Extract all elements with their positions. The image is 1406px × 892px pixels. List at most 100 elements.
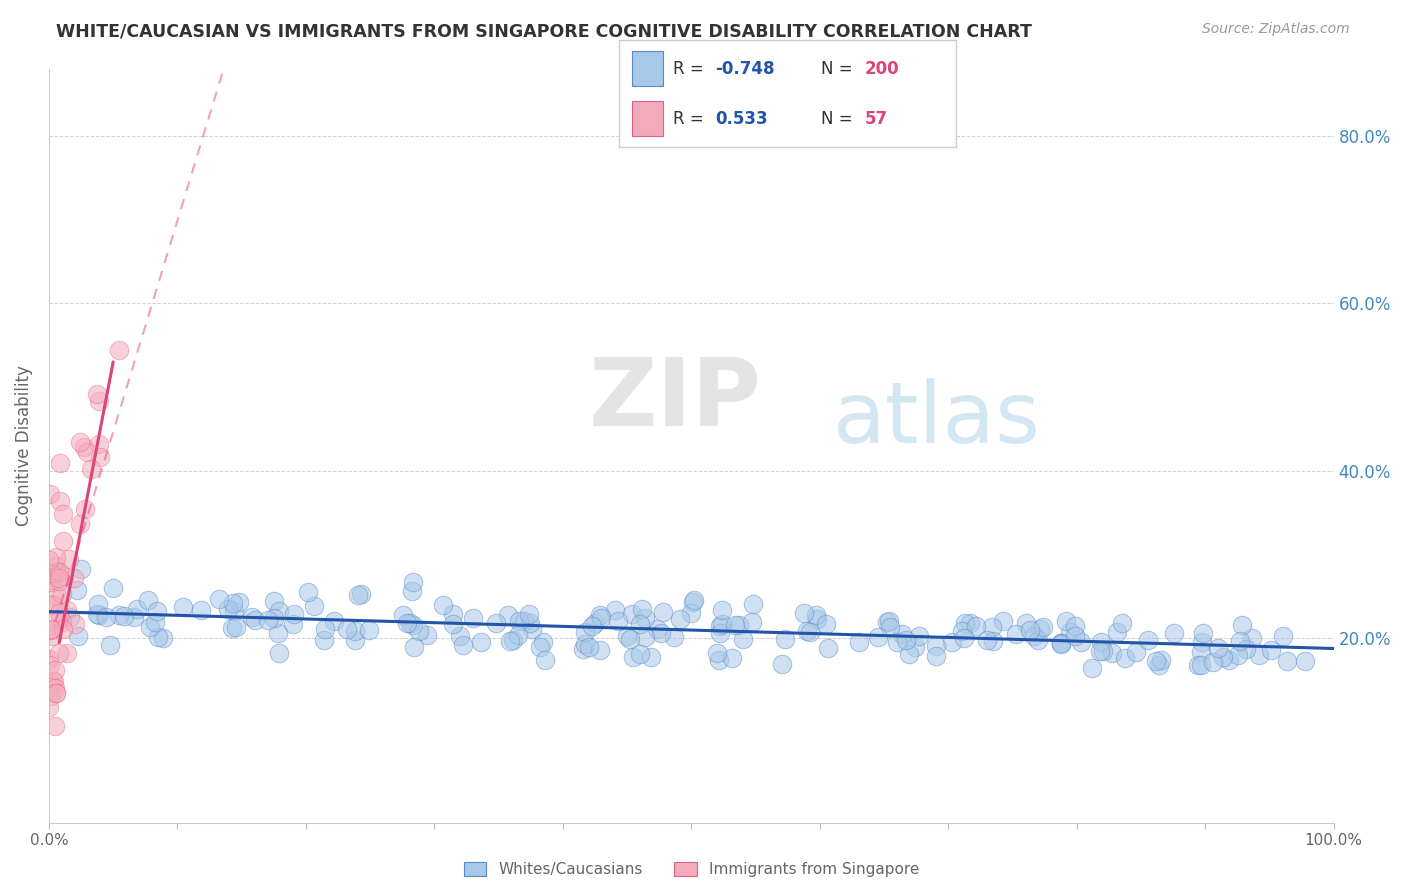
Point [39, 623, 62, 637]
Point [56, 646, 79, 660]
Point [804, 607, 827, 622]
Point [58, 552, 80, 566]
Point [886, 635, 908, 649]
Point [42, 599, 65, 613]
Point [44, 719, 66, 733]
Point [89, 450, 111, 464]
Point [1218, 653, 1240, 667]
Point [1163, 625, 1185, 640]
Text: ZIP: ZIP [589, 354, 762, 446]
Point [240, 609, 263, 624]
Point [1187, 657, 1209, 672]
Point [508, 614, 530, 628]
Point [39, 566, 62, 580]
Text: N =: N = [821, 60, 858, 78]
Point [1189, 645, 1212, 659]
Point [87, 597, 110, 611]
Point [52, 507, 75, 521]
Point [207, 591, 229, 606]
Point [152, 632, 174, 646]
Point [38, 652, 60, 666]
Point [283, 607, 305, 621]
Point [499, 634, 522, 648]
Point [267, 625, 290, 640]
Point [1049, 635, 1071, 649]
Point [80, 462, 103, 476]
Point [773, 632, 796, 647]
Point [711, 603, 734, 617]
Point [1005, 626, 1028, 640]
Point [1111, 616, 1133, 631]
Point [76, 445, 98, 459]
Point [496, 608, 519, 623]
Point [640, 649, 662, 664]
Point [506, 628, 529, 642]
Point [402, 640, 425, 654]
Point [243, 613, 266, 627]
Point [41, 574, 63, 589]
Point [1229, 634, 1251, 648]
Point [721, 651, 744, 665]
Point [38, 553, 60, 567]
Point [416, 628, 439, 642]
Point [607, 614, 630, 628]
Point [73, 502, 96, 516]
Point [98, 639, 121, 653]
Point [44, 681, 66, 695]
Point [1114, 651, 1136, 665]
Point [1191, 635, 1213, 649]
Point [650, 625, 672, 640]
Point [470, 635, 492, 649]
Point [39, 598, 62, 612]
Point [1212, 649, 1234, 664]
Point [796, 624, 818, 638]
Point [589, 643, 612, 657]
Point [1105, 624, 1128, 639]
Point [45, 589, 67, 603]
Legend: Whites/Caucasians, Immigrants from Singapore: Whites/Caucasians, Immigrants from Singa… [457, 855, 925, 883]
Point [519, 616, 541, 631]
Point [1032, 619, 1054, 633]
Point [39, 573, 62, 587]
Point [112, 609, 135, 624]
Point [591, 611, 613, 625]
Point [48, 565, 70, 579]
Point [953, 615, 976, 630]
Point [879, 619, 901, 633]
Point [706, 646, 728, 660]
Point [1018, 623, 1040, 637]
Point [263, 594, 285, 608]
Point [267, 604, 290, 618]
Point [53, 569, 76, 583]
Point [312, 633, 335, 648]
Point [127, 602, 149, 616]
Point [453, 638, 475, 652]
Point [1050, 636, 1073, 650]
Point [172, 599, 194, 614]
Point [336, 622, 359, 636]
Text: WHITE/CAUCASIAN VS IMMIGRANTS FROM SINGAPORE COGNITIVE DISABILITY CORRELATION CH: WHITE/CAUCASIAN VS IMMIGRANTS FROM SINGA… [56, 22, 1032, 40]
Point [1054, 615, 1077, 629]
Point [581, 619, 603, 633]
Point [359, 623, 381, 637]
Point [86, 387, 108, 401]
Point [634, 630, 657, 644]
Point [146, 631, 169, 645]
Point [1150, 653, 1173, 667]
Point [304, 599, 326, 613]
Point [876, 615, 898, 629]
Text: N =: N = [821, 110, 858, 128]
Point [48, 494, 70, 508]
Point [645, 622, 668, 636]
Point [709, 619, 731, 633]
Point [48, 606, 70, 620]
Point [1260, 643, 1282, 657]
Point [38, 700, 60, 714]
Point [485, 615, 508, 630]
Point [143, 615, 166, 629]
Point [522, 623, 544, 637]
Point [87, 393, 110, 408]
Point [42, 674, 65, 689]
Point [48, 574, 70, 588]
Point [281, 617, 304, 632]
